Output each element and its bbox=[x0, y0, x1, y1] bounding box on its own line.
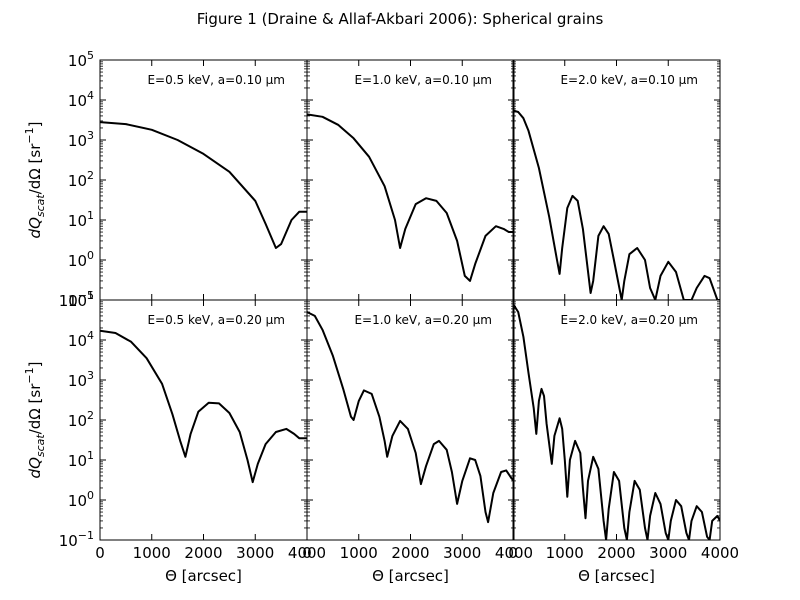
x-axis-label: Θ [arcsec] bbox=[578, 567, 655, 585]
series-line bbox=[307, 113, 514, 282]
x-tick-label: 4000 bbox=[288, 544, 326, 562]
x-tick-label: 4000 bbox=[701, 544, 739, 562]
y-tick-label: 103 bbox=[68, 369, 94, 390]
panel-annotation: E=0.5 keV, a=0.20 μm bbox=[147, 313, 285, 327]
panel-frame bbox=[306, 299, 515, 541]
y-tick-label: 100 bbox=[68, 489, 94, 510]
panel-1: 10−1 100 101 102 103 104 105 dQscat/dΩ [sr−1] E=… bbox=[23, 49, 308, 310]
y-tick-label: 101 bbox=[68, 209, 94, 230]
panels-group: 10−1 100 101 102 103 104 105 dQscat/dΩ [sr−1] E=… bbox=[23, 49, 739, 585]
y-tick-label: 105 bbox=[68, 49, 94, 70]
x-tick-label: 3000 bbox=[443, 544, 481, 562]
x-tick-label: 1000 bbox=[546, 544, 584, 562]
x-tick-label: 0 bbox=[302, 544, 312, 562]
y-tick-label: 10−1 bbox=[59, 289, 94, 310]
panel-frame bbox=[512, 59, 721, 301]
x-tick-label: 3000 bbox=[649, 544, 687, 562]
x-tick-label: 2000 bbox=[184, 544, 222, 562]
y-tick-label: 104 bbox=[68, 89, 94, 110]
panel-frame bbox=[512, 299, 721, 541]
panel-annotation: E=1.0 keV, a=0.10 μm bbox=[354, 73, 492, 87]
x-tick-label: 0 bbox=[95, 544, 105, 562]
figure-title: Figure 1 (Draine & Allaf-Akbari 2006): S… bbox=[197, 10, 604, 28]
panel-2: E=1.0 keV, a=0.10 μm bbox=[306, 59, 515, 301]
x-tick-label: 2000 bbox=[391, 544, 429, 562]
panel-annotation: E=2.0 keV, a=0.10 μm bbox=[560, 73, 698, 87]
x-axis-label: Θ [arcsec] bbox=[372, 567, 449, 585]
x-tick-label: 4000 bbox=[495, 544, 533, 562]
panel-frame bbox=[99, 299, 308, 541]
y-tick-label: 101 bbox=[68, 449, 94, 470]
y-tick-label: 100 bbox=[68, 249, 94, 270]
panel-frame bbox=[306, 59, 515, 301]
series-line bbox=[513, 109, 720, 300]
x-tick-label: 3000 bbox=[236, 544, 274, 562]
panel-3: E=2.0 keV, a=0.10 μm bbox=[512, 59, 721, 301]
y-tick-label: 102 bbox=[68, 409, 94, 430]
y-tick-label: 10−1 bbox=[59, 529, 94, 550]
y-tick-label: 103 bbox=[68, 129, 94, 150]
panel-6: 0 1000 2000 3000 4000 Θ [arcsec] E=2.0 keV, a=… bbox=[508, 299, 739, 585]
y-tick-label: 102 bbox=[68, 169, 94, 190]
y-tick-label: 104 bbox=[68, 329, 94, 350]
panel-5: 0 1000 2000 3000 4000 Θ [arcsec] E=1.0 keV, a=… bbox=[302, 299, 533, 585]
panel-annotation: E=0.5 keV, a=0.10 μm bbox=[147, 73, 285, 87]
panel-annotation: E=1.0 keV, a=0.20 μm bbox=[354, 313, 492, 327]
series-line bbox=[100, 329, 307, 484]
y-tick-label: 105 bbox=[68, 289, 94, 310]
y-axis-label: dQscat/dΩ [sr−1] bbox=[23, 362, 47, 479]
series-line bbox=[307, 311, 514, 524]
x-tick-label: 0 bbox=[508, 544, 518, 562]
panel-annotation: E=2.0 keV, a=0.20 μm bbox=[560, 313, 698, 327]
series-line bbox=[100, 121, 307, 249]
x-axis-label: Θ [arcsec] bbox=[165, 567, 242, 585]
y-axis-label: dQscat/dΩ [sr−1] bbox=[23, 122, 47, 239]
x-tick-label: 1000 bbox=[133, 544, 171, 562]
x-tick-label: 1000 bbox=[340, 544, 378, 562]
panel-frame bbox=[99, 59, 308, 301]
series-line bbox=[513, 303, 720, 540]
x-tick-label: 2000 bbox=[597, 544, 635, 562]
